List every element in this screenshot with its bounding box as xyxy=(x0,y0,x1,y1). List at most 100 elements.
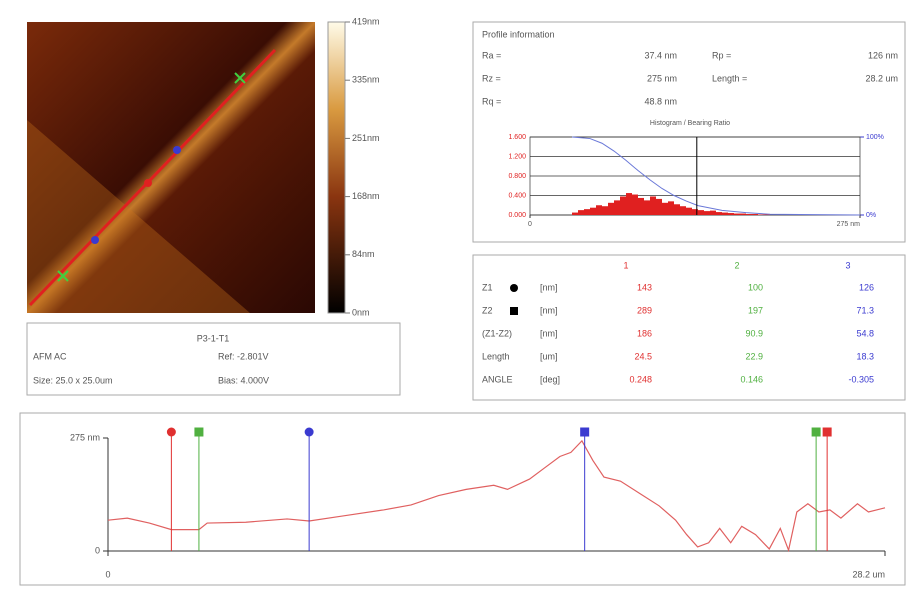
histogram-title: Histogram / Bearing Ratio xyxy=(650,120,730,127)
histogram-bar xyxy=(638,198,644,215)
histogram-bar xyxy=(740,214,746,215)
cursor-handle xyxy=(167,428,176,437)
stat-label: Ra = xyxy=(482,50,501,60)
row-label: ANGLE xyxy=(482,374,513,384)
x-tick-label: 0 xyxy=(105,569,110,579)
table-value: 126 xyxy=(859,282,874,292)
histogram-bar xyxy=(662,203,668,215)
cursor-handle xyxy=(305,428,314,437)
stat-label: Rp = xyxy=(712,50,731,60)
row-label: Z2 xyxy=(482,305,493,315)
histogram-bar xyxy=(668,201,674,215)
histogram-bar xyxy=(608,203,614,215)
table-box xyxy=(473,255,905,400)
column-header: 1 xyxy=(623,260,628,270)
histogram-bar xyxy=(746,214,752,215)
table-value: 197 xyxy=(748,305,763,315)
histogram-bar xyxy=(716,212,722,215)
table-value: 0.248 xyxy=(629,374,652,384)
table-value: 22.9 xyxy=(745,351,763,361)
stat-value: 37.4 nm xyxy=(644,50,677,60)
table-value: 54.8 xyxy=(856,328,874,338)
center-marker xyxy=(144,179,152,187)
y-tick-label: 1.600 xyxy=(508,134,526,141)
table-value: 18.3 xyxy=(856,351,874,361)
x-tick-label: 275 nm xyxy=(837,221,861,228)
table-value: 100 xyxy=(748,282,763,292)
histogram-bar xyxy=(704,211,710,215)
row-unit: [deg] xyxy=(540,374,560,384)
y-tick-label: 0 xyxy=(95,545,100,555)
colorbar-label: 0nm xyxy=(352,307,370,317)
table-value: 186 xyxy=(637,328,652,338)
cursor-marker xyxy=(91,236,99,244)
histogram-bar xyxy=(698,210,704,215)
x-tick-label: 28.2 um xyxy=(852,569,885,579)
histogram-bar xyxy=(602,206,608,215)
row-unit: [nm] xyxy=(540,328,558,338)
histogram-bar xyxy=(650,196,656,215)
y-tick-label: 0.000 xyxy=(508,212,526,219)
histogram-bar xyxy=(632,195,638,215)
row-unit: [um] xyxy=(540,351,558,361)
histogram-bar xyxy=(722,213,728,215)
info-mode: AFM AC xyxy=(33,351,67,361)
table-value: 289 xyxy=(637,305,652,315)
x-tick-label: 0 xyxy=(528,221,532,228)
row-symbol xyxy=(510,284,518,292)
histogram-bar xyxy=(578,210,584,215)
row-symbol xyxy=(510,307,518,315)
cursor-handle xyxy=(823,428,832,437)
row-unit: [nm] xyxy=(540,305,558,315)
info-size: Size: 25.0 x 25.0um xyxy=(33,375,113,385)
histogram-bar xyxy=(590,208,596,215)
stat-value: 28.2 um xyxy=(865,73,898,83)
histogram-bar xyxy=(614,200,620,215)
histogram-bar xyxy=(674,204,680,215)
cursor-marker xyxy=(173,146,181,154)
histogram-bar xyxy=(656,199,662,215)
info-title: P3-1-T1 xyxy=(197,333,230,343)
table-value: 90.9 xyxy=(745,328,763,338)
cursor-handle xyxy=(580,428,589,437)
colorbar-label: 84nm xyxy=(352,249,375,259)
histogram-bar xyxy=(686,208,692,215)
info-ref: Ref: -2.801V xyxy=(218,351,269,361)
row-label: Length xyxy=(482,351,510,361)
stat-value: 126 nm xyxy=(868,50,898,60)
info-bias: Bias: 4.000V xyxy=(218,375,269,385)
column-header: 2 xyxy=(734,260,739,270)
histogram-bar xyxy=(728,213,734,215)
colorbar-label: 168nm xyxy=(352,191,380,201)
stat-label: Rq = xyxy=(482,96,501,106)
row-unit: [nm] xyxy=(540,282,558,292)
colorbar xyxy=(328,22,345,313)
y2-tick-label: 100% xyxy=(866,134,884,141)
profile-info-title: Profile information xyxy=(482,29,555,39)
column-header: 3 xyxy=(845,260,850,270)
histogram-bar xyxy=(734,214,740,215)
histogram-bar xyxy=(710,211,716,215)
colorbar-label: 251nm xyxy=(352,133,380,143)
row-label: Z1 xyxy=(482,282,493,292)
y-tick-label: 275 nm xyxy=(70,432,100,442)
histogram-bar xyxy=(596,205,602,215)
stat-value: 48.8 nm xyxy=(644,96,677,106)
table-value: 24.5 xyxy=(634,351,652,361)
cursor-handle xyxy=(194,428,203,437)
stat-label: Rz = xyxy=(482,73,501,83)
histogram-bar xyxy=(752,214,758,215)
stat-value: 275 nm xyxy=(647,73,677,83)
profile-box xyxy=(20,413,905,585)
histogram-bar xyxy=(644,200,650,215)
y2-tick-label: 0% xyxy=(866,212,876,219)
colorbar-label: 419nm xyxy=(352,16,380,26)
stat-label: Length = xyxy=(712,73,747,83)
histogram-bar xyxy=(620,196,626,215)
colorbar-label: 335nm xyxy=(352,75,380,85)
histogram-bar xyxy=(584,209,590,215)
table-value: 0.146 xyxy=(740,374,763,384)
table-value: 143 xyxy=(637,282,652,292)
histogram-bar xyxy=(572,213,578,215)
